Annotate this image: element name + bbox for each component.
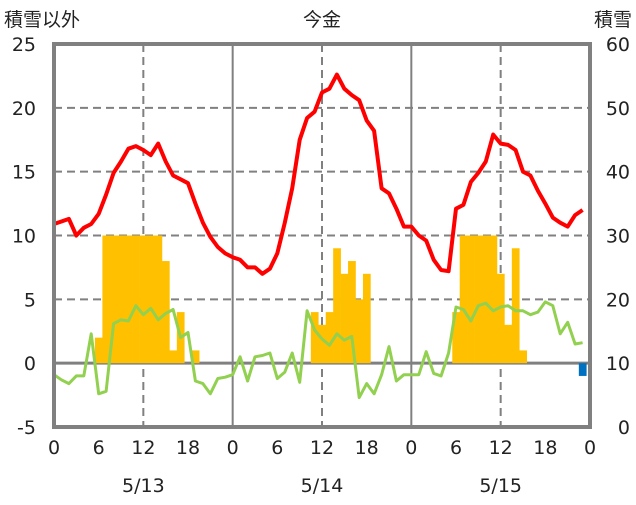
date-label: 5/13 bbox=[122, 475, 165, 497]
bars bbox=[94, 235, 587, 376]
precip-bar bbox=[124, 235, 133, 364]
precip-bar bbox=[496, 273, 505, 364]
precip-bar bbox=[355, 299, 364, 364]
left-tick-label: 5 bbox=[24, 289, 36, 311]
right-tick-label: 50 bbox=[606, 98, 630, 120]
right-tick-label: 30 bbox=[606, 226, 630, 248]
date-label: 5/14 bbox=[301, 475, 344, 497]
right-tick-label: 10 bbox=[606, 353, 630, 375]
precip-bar bbox=[459, 235, 468, 364]
precip-bar bbox=[109, 235, 118, 364]
plot-border bbox=[52, 42, 592, 429]
x-tick-label: 0 bbox=[405, 437, 417, 459]
right-tick-label: 0 bbox=[618, 417, 630, 439]
precip-bar bbox=[504, 324, 513, 364]
temperature-line bbox=[53, 72, 584, 276]
left-tick-label: 15 bbox=[12, 162, 36, 184]
precip-bar bbox=[102, 235, 111, 364]
precip-bar bbox=[348, 261, 356, 364]
precip-bar bbox=[452, 312, 461, 364]
left-tick-label: 20 bbox=[12, 98, 36, 120]
snow-bar bbox=[578, 363, 587, 376]
precip-bar bbox=[474, 235, 483, 364]
right-tick-label: 60 bbox=[606, 34, 630, 56]
precip-bar bbox=[340, 273, 349, 364]
precip-bar bbox=[94, 337, 103, 364]
precip-bar bbox=[482, 235, 490, 364]
x-tick-label: 6 bbox=[93, 437, 105, 459]
precip-bar bbox=[154, 235, 163, 364]
x-tick-label: 12 bbox=[310, 437, 334, 459]
x-tick-label: 18 bbox=[176, 437, 200, 459]
precip-bar bbox=[467, 235, 475, 364]
precip-bar bbox=[310, 312, 319, 364]
precip-bar bbox=[169, 350, 178, 364]
left-tick-label: 25 bbox=[12, 34, 36, 56]
left-tick-label: 10 bbox=[12, 226, 36, 248]
chart-title: 今金 bbox=[303, 9, 341, 31]
precip-bar bbox=[139, 235, 148, 364]
date-label: 5/15 bbox=[479, 475, 522, 497]
x-tick-label: 0 bbox=[227, 437, 239, 459]
right-tick-label: 20 bbox=[606, 289, 630, 311]
right-axis-title: 積雪 bbox=[594, 9, 632, 31]
x-tick-label: 12 bbox=[489, 437, 513, 459]
left-tick-label: 0 bbox=[24, 353, 36, 375]
wind-line bbox=[53, 300, 583, 400]
x-tick-label: 0 bbox=[584, 437, 596, 459]
plot-frame bbox=[52, 42, 592, 429]
x-tick-label: 18 bbox=[533, 437, 557, 459]
precip-bar bbox=[325, 312, 334, 364]
x-tick-label: 12 bbox=[131, 437, 155, 459]
precip-bar bbox=[318, 324, 327, 364]
series-lines bbox=[53, 72, 584, 400]
left-axis-title: 積雪以外 bbox=[4, 9, 80, 31]
left-tick-label: -5 bbox=[17, 417, 36, 439]
precip-bar bbox=[147, 235, 155, 364]
precip-bar bbox=[362, 273, 371, 364]
x-tick-label: 6 bbox=[450, 437, 462, 459]
right-tick-label: 40 bbox=[606, 162, 630, 184]
x-tick-label: 0 bbox=[48, 437, 60, 459]
precip-bar bbox=[132, 235, 140, 364]
x-tick-label: 18 bbox=[355, 437, 379, 459]
precip-bar bbox=[117, 235, 126, 364]
precip-bar bbox=[333, 248, 341, 364]
precip-bar bbox=[191, 350, 200, 364]
precip-bar bbox=[511, 248, 520, 364]
precip-bar bbox=[489, 235, 498, 364]
x-tick-label: 6 bbox=[271, 437, 283, 459]
precip-bar bbox=[519, 350, 528, 364]
